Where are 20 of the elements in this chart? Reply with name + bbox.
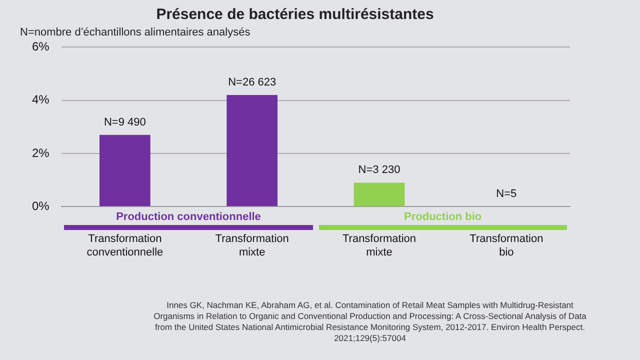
chart-title: Présence de bactéries multirésistantes (156, 6, 434, 24)
x-tick-label: Transformation bio (470, 233, 544, 258)
annotation: N=5 (496, 188, 517, 200)
text: Production conventionnelle (115, 210, 262, 223)
annotation: N=3 230 (358, 164, 400, 176)
bar (226, 95, 278, 206)
y-tick-label: 2% (32, 146, 50, 160)
text: Innes GK, Nachman KE, Abraham AG, et al. Contamination of Retail Meat Samples with Multidrug-Resistant Organisms in Relation to Organic and Conventional Production and Processing: A Cross-Sectional Analysis of Data from the United States National Antimicrobial Resistance Monitoring System, 2012-2017. Environ Health Perspect. 2021;129(5):57004 (152, 300, 588, 344)
x-tick-label: Transformation mixte (215, 233, 289, 258)
annotation: N=26 623 (228, 76, 276, 89)
annotation: N=9 490 (104, 116, 146, 128)
bar (99, 134, 150, 206)
x-tick-label: Transformation mixte (342, 233, 416, 258)
bar (354, 182, 405, 206)
y-tick-label: 0% (32, 198, 50, 213)
chart-subtitle: N=nombre d’échantillons alimentaires analysés (20, 26, 251, 39)
y-tick-label: 4% (32, 92, 50, 107)
text: Production bio (403, 210, 483, 223)
x-tick-label: Transformation conventionnelle (86, 233, 164, 258)
y-tick-label: 6% (32, 40, 50, 54)
